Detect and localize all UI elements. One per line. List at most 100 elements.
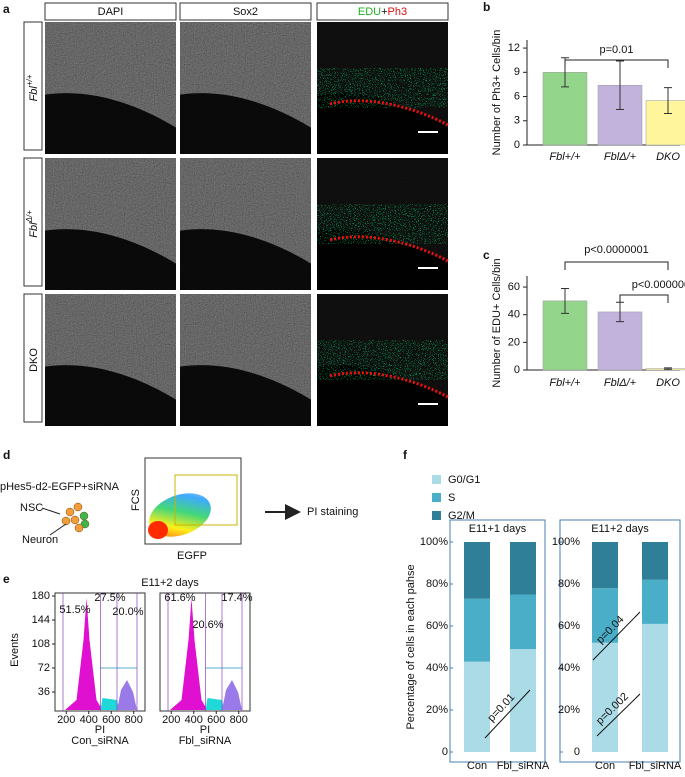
histogram-g1 [170,598,208,710]
x-tick-label: Con [595,760,615,772]
histogram-g1 [65,598,103,710]
bar-segment [464,661,490,752]
construct-label: pHes5-d2-EGFP+siRNA [0,481,120,493]
row-label-box [23,21,43,151]
percentage: 20.0% [112,606,143,618]
ventricle [180,93,311,154]
p-value: p<0.0000001 [632,279,685,291]
histogram-name: Fbl_siRNA [179,735,232,747]
y-tick-label: 40% [426,662,448,674]
micrograph [180,158,311,290]
panel-label: f [403,448,408,462]
percentage: 27.5% [94,592,125,604]
cell [73,502,83,512]
x-axis-label: EGFP [177,550,207,562]
next-step: PI staining [307,506,358,518]
panel-label: c [483,248,490,262]
x-tick-label: 600 [102,714,120,726]
x-axis-label: PI [200,724,210,736]
y-tick-label: 40 [508,309,520,321]
ph3-signal [329,371,449,399]
header-part: EDU [358,6,381,18]
bar-segment [510,649,536,752]
legend-label: G0/G1 [448,474,480,486]
x-tick-label: 200 [57,714,75,726]
y-axis-label: Number of EDU+ Cells/bin [491,258,503,387]
micrograph [317,294,449,426]
pointer [49,523,67,536]
micrograph [180,22,311,154]
legend-swatch [432,511,441,520]
panel-label: a [3,2,10,16]
histogram-g2 [117,680,137,710]
bar-segment [510,594,536,650]
x-tick-label: Fbl_siRNA [497,760,550,772]
x-tick-label: 800 [125,714,143,726]
y-tick-label: 20 [508,336,520,348]
panel-label: d [3,448,10,462]
error-bar [664,87,672,114]
micrograph [45,158,176,290]
column-header-box [179,2,312,21]
plot-box [559,519,681,763]
row-label: DKO [28,348,40,372]
plot-box [449,519,546,763]
panel-label: b [483,0,490,14]
legend-swatch [432,475,441,484]
histogram-s [205,698,224,710]
x-tick-label: 600 [207,714,225,726]
y-tick-label: 100% [420,536,448,548]
legend-label: G2/M [448,510,475,522]
y-tick-label: 60% [426,620,448,632]
x-tick-label: Fbl+/+ [549,151,581,163]
panel-title: E11+2 days [141,577,199,589]
micrograph [317,158,449,290]
ventricle [45,229,176,290]
bar-segment [592,642,618,752]
cell [74,523,84,533]
histogram-s [100,698,119,710]
annotation-line [592,611,641,661]
row-label-box [23,157,43,287]
x-tick-label: DKO [656,151,680,163]
y-tick-label: 100% [552,536,580,548]
percentage: 51.5% [59,604,90,616]
bar-segment [642,579,668,624]
column-header: Sox2 [233,6,258,18]
column-header: EDU+Ph3 [358,6,407,18]
y-tick-label: 0 [514,364,520,376]
micrograph [317,22,449,154]
micrograph [45,22,176,154]
annotation-line [596,693,641,737]
cell [65,507,75,517]
error-bar [616,60,624,110]
y-axis-label: Number of Ph3+ Cells/bin [491,30,503,156]
row-label-box [23,293,43,423]
p-value: p<0.0000001 [584,244,649,256]
y-tick-label: 12 [508,42,520,54]
y-axis-label: Percentage of cells in each pahse [405,564,417,729]
column-header-box [316,2,449,21]
nsc-label: NSC [20,502,43,514]
y-tick-label: 9 [514,66,520,78]
y-tick-label: 180 [32,590,50,602]
x-tick-label: FblΔ/+ [604,151,637,163]
x-tick-label: DKO [656,377,680,389]
y-tick-label: 80% [426,578,448,590]
x-tick-label: Fbl_siRNA [629,760,682,772]
ventricle [180,365,311,426]
flow-density [148,521,168,539]
gate [174,474,238,526]
header-part: Ph3 [388,6,408,18]
y-tick-label: 20% [426,704,448,716]
x-axis-label: PI [95,724,105,736]
row-label-base: Fbl [28,222,40,238]
y-axis-label: Events [9,633,21,667]
micrograph [45,294,176,426]
y-tick-label: 60 [508,281,520,293]
cell [61,516,71,526]
bar-segment [464,598,490,662]
bar-segment [592,542,618,589]
ph3-signal [329,99,449,127]
